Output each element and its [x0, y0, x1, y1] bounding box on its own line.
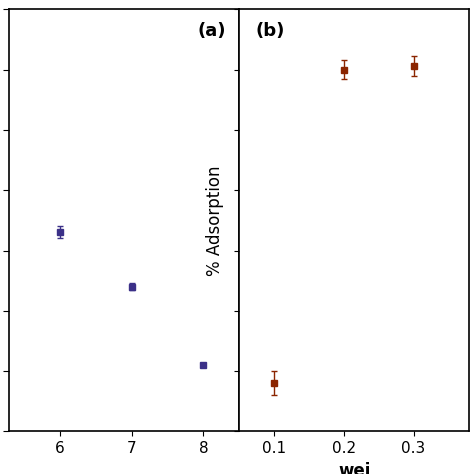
Y-axis label: % Adsorption: % Adsorption: [206, 165, 224, 276]
X-axis label: wei: wei: [338, 462, 371, 474]
Text: (a): (a): [198, 22, 227, 40]
Text: (b): (b): [255, 22, 285, 40]
